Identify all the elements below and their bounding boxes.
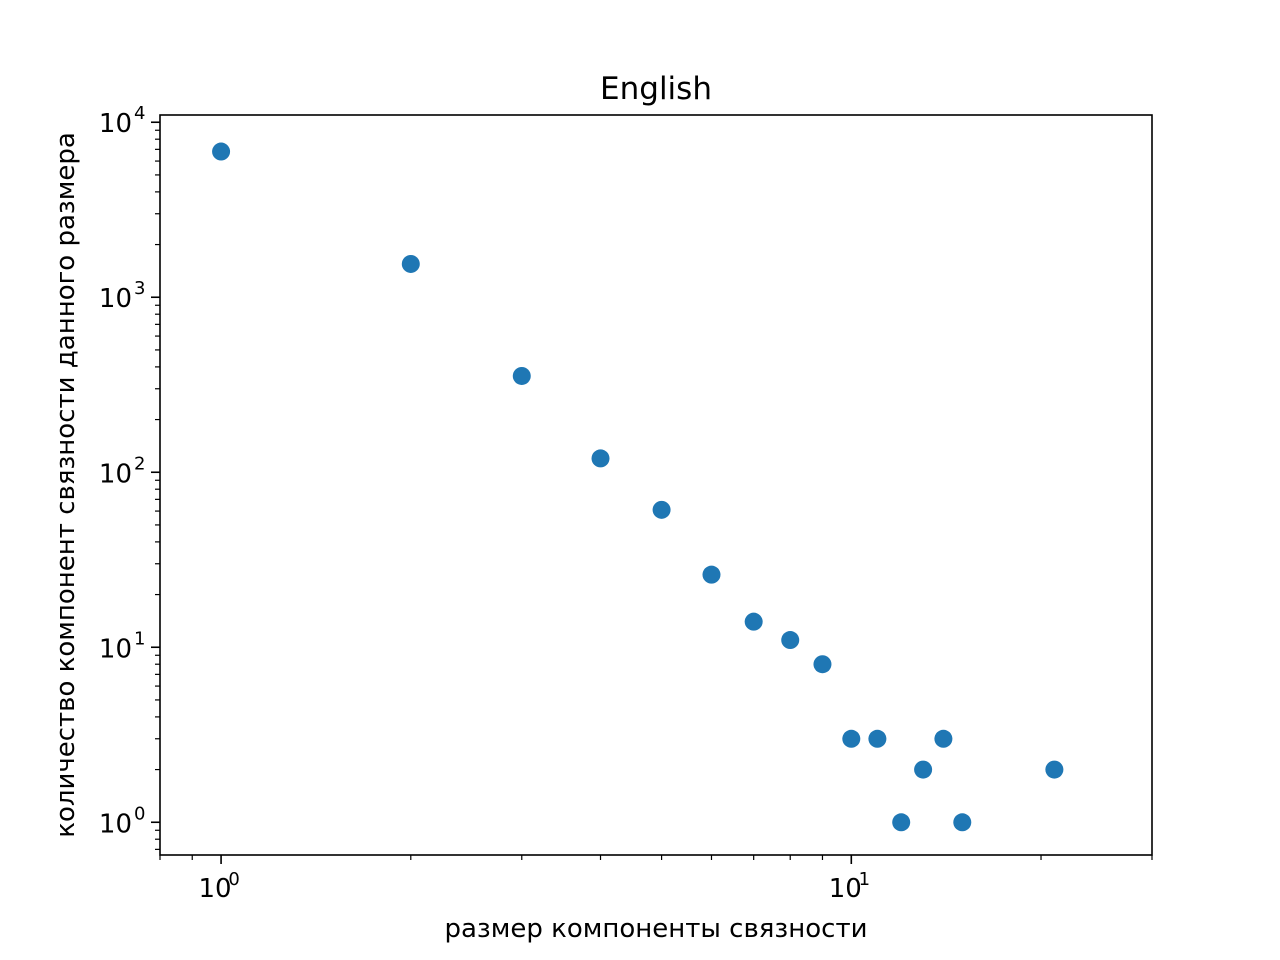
x-tick-exponent-1: 1 xyxy=(859,869,870,890)
data-point-7 xyxy=(781,631,800,650)
y-tick-label-2: 10 xyxy=(99,459,132,489)
data-point-1 xyxy=(401,254,420,273)
y-tick-exponent-3: 3 xyxy=(134,278,145,299)
data-points xyxy=(212,142,1064,832)
y-tick-label-4: 10 xyxy=(99,109,132,139)
data-point-0 xyxy=(212,142,231,161)
data-point-12 xyxy=(914,760,933,779)
x-tick-exponent-0: 0 xyxy=(228,869,239,890)
data-point-6 xyxy=(744,612,763,631)
data-point-3 xyxy=(591,449,610,468)
y-tick-exponent-2: 2 xyxy=(134,453,145,474)
plot-area-frame xyxy=(159,114,1153,856)
x-tick-label-0: 10 xyxy=(199,874,232,904)
data-point-15 xyxy=(1045,760,1064,779)
y-tick-exponent-4: 4 xyxy=(134,103,145,124)
y-tick-exponent-1: 1 xyxy=(134,628,145,649)
y-tick-label-3: 10 xyxy=(99,284,132,314)
data-point-13 xyxy=(934,729,953,748)
data-point-14 xyxy=(953,813,972,832)
data-point-9 xyxy=(842,729,861,748)
y-tick-label-0: 10 xyxy=(99,809,132,839)
data-point-2 xyxy=(512,366,531,385)
data-point-11 xyxy=(892,813,911,832)
x-tick-label-1: 10 xyxy=(829,874,862,904)
data-point-4 xyxy=(652,500,671,519)
x-axis-label: размер компоненты связности xyxy=(444,914,867,944)
y-axis-label: количество компонент связности данного р… xyxy=(51,132,81,838)
data-point-10 xyxy=(868,729,887,748)
y-tick-label-1: 10 xyxy=(99,634,132,664)
chart-title: English xyxy=(600,71,712,107)
x-axis-ticks: 100 101 xyxy=(159,855,1153,904)
data-point-5 xyxy=(702,565,721,584)
data-point-8 xyxy=(813,655,832,674)
y-tick-exponent-0: 0 xyxy=(134,803,145,824)
